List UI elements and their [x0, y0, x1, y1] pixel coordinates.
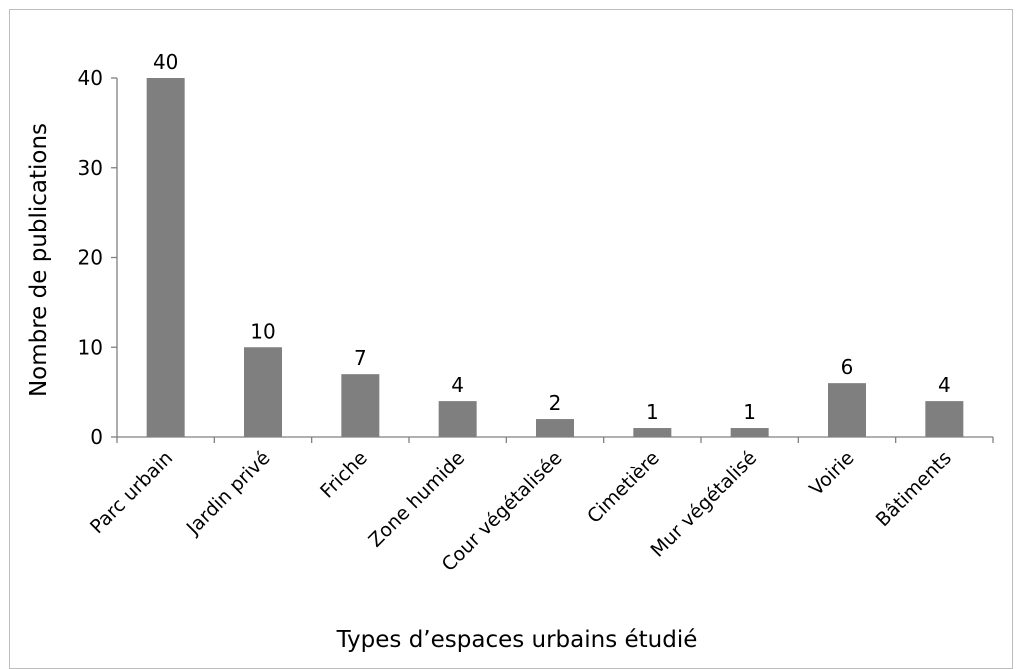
category-label: Parc urbain — [86, 447, 177, 538]
data-label: 1 — [743, 400, 756, 424]
data-label: 4 — [938, 373, 951, 397]
y-tick-label: 20 — [78, 246, 103, 270]
bar — [438, 401, 477, 437]
category-label: Voirie — [805, 447, 858, 500]
bar — [244, 347, 282, 437]
category-label: Zone humide — [365, 447, 470, 552]
y-tick-label: 10 — [78, 335, 103, 359]
data-label: 6 — [841, 355, 854, 379]
category-label: Jardin privé — [182, 447, 275, 540]
bar — [341, 374, 380, 437]
data-label: 10 — [250, 319, 275, 343]
data-labels: 40 10 7 4 2 1 1 6 4 — [153, 50, 951, 424]
bar — [828, 383, 866, 437]
category-label: Mur végétalisé — [646, 447, 761, 562]
y-tick-label: 30 — [78, 156, 103, 180]
data-label: 4 — [451, 373, 464, 397]
x-axis-ticks — [116, 437, 994, 443]
y-tick-label: 0 — [90, 425, 103, 449]
category-label: Bâtiments — [872, 447, 956, 531]
bar — [730, 428, 769, 437]
bar — [536, 419, 574, 437]
data-label: 7 — [354, 346, 367, 370]
data-label: 2 — [549, 391, 562, 415]
bars — [146, 78, 964, 437]
y-axis-ticks: 0 10 20 30 40 — [78, 66, 117, 449]
data-label: 1 — [646, 400, 659, 424]
category-label: Cimetière — [583, 447, 664, 528]
bar — [925, 401, 964, 437]
category-label: Friche — [316, 447, 372, 503]
data-label: 40 — [153, 50, 178, 74]
bar — [146, 78, 185, 437]
y-tick-label: 40 — [78, 66, 103, 90]
x-axis-title: Types d’espaces urbains étudié — [336, 627, 698, 653]
bar — [633, 428, 672, 437]
y-axis-title: Nombre de publications — [26, 123, 52, 397]
